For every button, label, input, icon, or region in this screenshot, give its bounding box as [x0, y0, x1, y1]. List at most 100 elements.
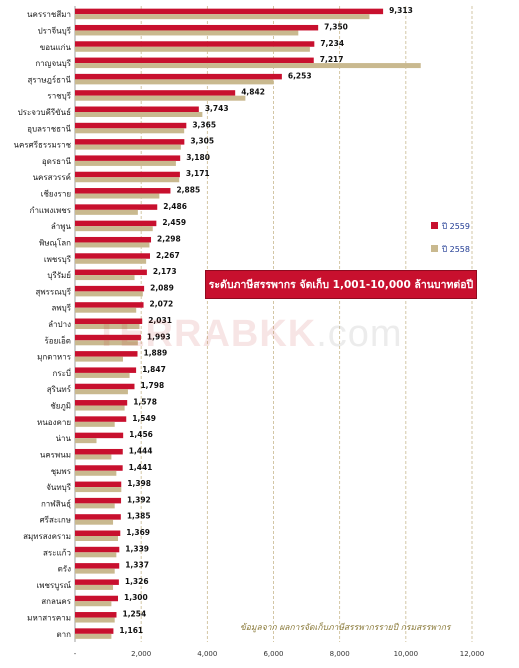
bar-2558 [75, 160, 176, 166]
bar-2559 [75, 628, 114, 634]
province-label: บุรีรัมย์ [47, 270, 71, 280]
bar-2559 [75, 546, 120, 553]
bar-2559 [75, 253, 150, 259]
bar-2558 [75, 519, 114, 525]
bar-2559 [75, 497, 122, 504]
bar-2559 [75, 351, 138, 357]
value-label: 1,161 [119, 626, 143, 635]
watermark-logo: TERRABKK.com [95, 313, 403, 355]
bar-2559 [75, 139, 185, 145]
bar-2558 [75, 193, 160, 199]
bar-2558 [75, 503, 115, 509]
province-label: อุดรธานี [42, 157, 72, 166]
bar-2558 [75, 601, 112, 607]
legend-label-2559: ปี 2559 [441, 222, 470, 231]
bar-2559 [75, 236, 152, 243]
value-label: 3,743 [205, 104, 229, 113]
bar-2558 [75, 144, 181, 150]
bar-2559 [75, 432, 124, 439]
bar-2558 [75, 487, 122, 493]
province-label: สกลนคร [41, 597, 71, 606]
province-label: ตาก [56, 630, 71, 639]
bar-2559 [75, 481, 122, 488]
value-label: 3,171 [186, 169, 210, 178]
province-label: สุราษฎร์ธานี [28, 74, 72, 84]
bar-2559 [75, 383, 135, 390]
bar-2558 [75, 242, 150, 248]
value-label: 1,549 [132, 414, 156, 423]
chart-banner: ระดับภาษีสรรพากร จัดเก็บ 1,001-10,000 ล้… [205, 270, 477, 299]
bar-2558 [75, 209, 138, 215]
bar-2558 [75, 470, 117, 476]
bar-2558 [75, 356, 123, 362]
bar-2559 [75, 57, 314, 64]
bar-2558 [75, 275, 135, 281]
value-label: 2,885 [176, 186, 200, 195]
bar-2558 [75, 112, 203, 117]
value-label: 1,398 [127, 479, 151, 488]
value-label: 2,031 [148, 316, 172, 325]
value-label: 1,444 [129, 446, 153, 455]
bar-2559 [75, 220, 157, 227]
bar-2559 [75, 41, 315, 47]
province-label: ตรัง [58, 565, 71, 574]
bar-2558 [75, 307, 137, 313]
bar-2559 [75, 318, 143, 324]
bar-2558 [75, 226, 153, 232]
province-label: กาฬสินธุ์ [41, 498, 71, 508]
bar-2559 [75, 122, 187, 129]
value-label: 2,173 [153, 267, 177, 276]
province-label: สุรินทร์ [47, 384, 72, 394]
bar-2559 [75, 563, 120, 569]
bar-2559 [75, 106, 199, 112]
province-label: ขอนแก่น [40, 43, 72, 52]
legend-label-2558: ปี 2558 [441, 245, 470, 254]
bar-2558 [75, 617, 115, 623]
bar-2558 [75, 291, 143, 297]
value-label: 1,392 [127, 495, 151, 504]
province-label: อุบลราชธานี [27, 124, 71, 133]
bar-2558 [75, 405, 125, 411]
bar-2558 [75, 63, 421, 69]
value-label: 1,337 [125, 561, 149, 570]
province-label: กาญจนบุรี [35, 59, 71, 68]
bar-2559 [75, 514, 121, 520]
bar-2558 [75, 30, 299, 36]
legend-swatch-2559 [431, 222, 438, 229]
bar-2559 [75, 400, 128, 406]
bar-2558 [75, 340, 138, 346]
banner-text: ระดับภาษีสรรพากร จัดเก็บ 1,001-10,000 ล้… [208, 279, 474, 291]
province-label: หนองคาย [37, 418, 71, 427]
bar-2559 [75, 204, 158, 210]
value-label: 1,369 [126, 528, 150, 537]
value-label: 1,300 [124, 593, 148, 602]
bar-2559 [75, 579, 119, 585]
province-label: ชัยภูมิ [50, 402, 71, 412]
value-label: 7,234 [320, 39, 344, 48]
value-label: 1,254 [122, 610, 146, 619]
legend-swatch-2558 [431, 245, 438, 252]
province-label: ลำพูน [51, 222, 72, 232]
province-label: กระบี่ [52, 367, 71, 378]
province-label: เชียงราย [41, 190, 71, 199]
bar-2558 [75, 389, 128, 395]
province-label: นครราชสีมา [27, 10, 71, 19]
bar-2558 [75, 568, 115, 574]
bar-2559 [75, 8, 384, 15]
province-label: น่าน [56, 434, 72, 443]
province-label: จันทบุรี [46, 483, 72, 492]
province-label: สุพรรณบุรี [35, 287, 71, 296]
bar-2559 [75, 334, 141, 341]
bar-2559 [75, 285, 145, 292]
bar-2558 [75, 79, 274, 85]
value-label: 6,253 [288, 71, 312, 80]
x-tick-label: 10,000 [394, 650, 419, 658]
province-label: ลำปาง [48, 320, 71, 329]
bar-2558 [75, 438, 97, 444]
province-label: ศรีสะเกษ [40, 516, 71, 525]
bar-2558 [75, 552, 117, 558]
province-label: ร้อยเอ็ด [44, 335, 71, 345]
province-label: พิษณุโลก [39, 237, 71, 247]
province-label: ชุมพร [51, 467, 72, 476]
bar-2558 [75, 128, 185, 134]
